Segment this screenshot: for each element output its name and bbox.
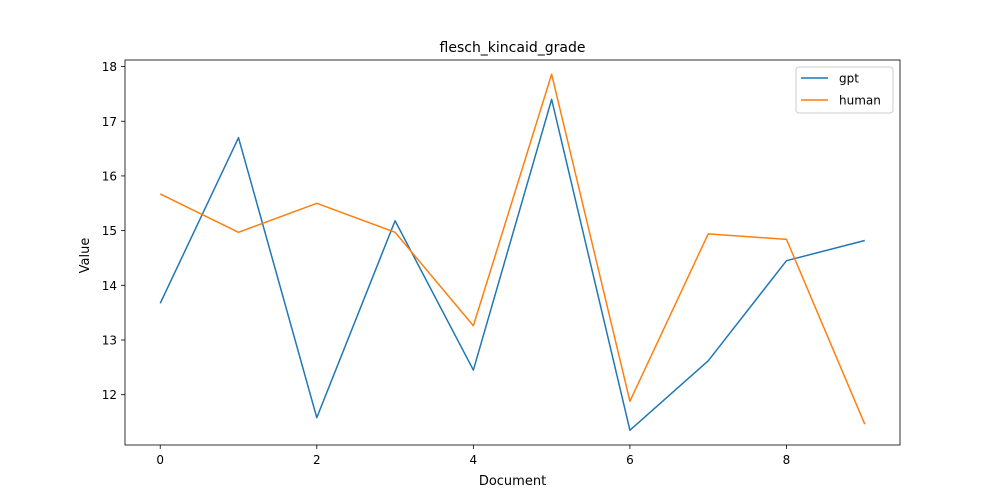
axes-layer: 0 2 4 6 8 12 13 14 15 16 17 18 xyxy=(102,59,901,467)
x-tick-label: 8 xyxy=(783,453,791,467)
series-line-gpt xyxy=(159,98,865,431)
y-tick-label: 18 xyxy=(102,60,117,74)
series-layer xyxy=(159,73,866,431)
x-tick-label: 2 xyxy=(313,453,321,467)
legend: gpt human xyxy=(795,66,894,114)
x-tick-label: 6 xyxy=(626,453,634,467)
y-tick-label: 14 xyxy=(102,279,117,293)
y-tick-label: 17 xyxy=(102,115,117,129)
y-tick-label: 13 xyxy=(102,334,117,348)
legend-label-human: human xyxy=(839,94,881,108)
x-tick-label: 4 xyxy=(470,453,478,467)
y-tick-label: 12 xyxy=(102,388,117,402)
y-tick-label: 16 xyxy=(102,169,117,183)
x-axis-label: Document xyxy=(479,474,546,489)
plot-frame xyxy=(124,59,901,446)
series-line-human xyxy=(159,73,866,425)
chart-title: flesch_kincaid_grade xyxy=(440,40,586,56)
y-axis-label: Value xyxy=(78,238,93,274)
x-tick-label: 0 xyxy=(156,453,164,467)
legend-label-gpt: gpt xyxy=(839,72,859,86)
y-tick-label: 15 xyxy=(102,224,117,238)
